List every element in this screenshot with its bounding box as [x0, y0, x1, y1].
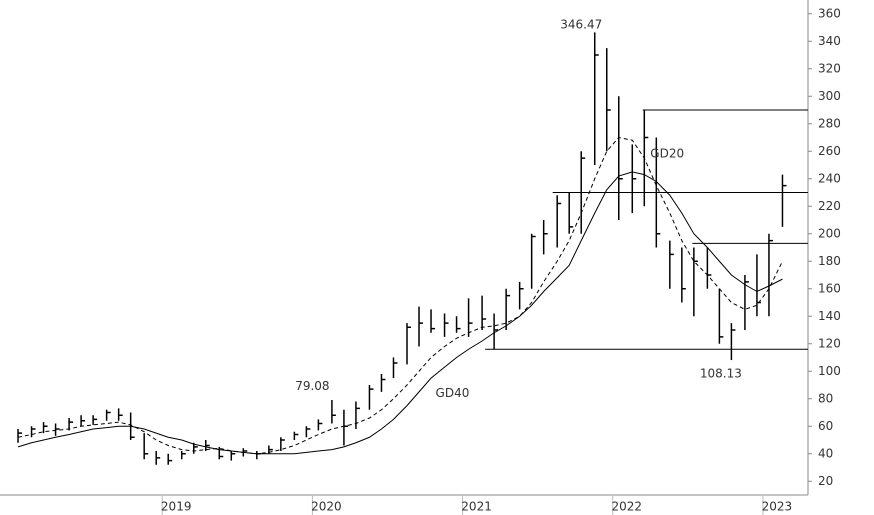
x-tick-label: 2023 — [762, 500, 793, 514]
y-tick-label: 40 — [818, 446, 833, 460]
y-tick-label: 80 — [818, 391, 833, 405]
moving-average — [17, 136, 783, 455]
x-tick-label: 2020 — [311, 500, 342, 514]
x-tick-label: 2021 — [461, 500, 492, 514]
y-tick-label: 320 — [818, 61, 841, 75]
y-tick-label: 360 — [818, 6, 841, 20]
y-tick-label: 140 — [818, 309, 841, 323]
line-label: GD20 — [650, 147, 684, 161]
y-tick-label: 200 — [818, 226, 841, 240]
y-tick-label: 260 — [818, 144, 841, 158]
y-tick-label: 240 — [818, 171, 841, 185]
y-tick-label: 160 — [818, 281, 841, 295]
y-tick-label: 20 — [818, 474, 833, 488]
y-tick-label: 340 — [818, 34, 841, 48]
y-tick-label: 100 — [818, 364, 841, 378]
x-tick-label: 2019 — [161, 500, 192, 514]
y-tick-label: 300 — [818, 89, 841, 103]
x-tick-label: 2022 — [611, 500, 642, 514]
annotation: 79.08 — [295, 379, 329, 393]
y-tick-label: 120 — [818, 336, 841, 350]
moving-average — [17, 171, 783, 455]
y-tick-label: 180 — [818, 254, 841, 268]
y-tick-label: 60 — [818, 419, 833, 433]
line-label: GD40 — [436, 386, 470, 400]
y-tick-label: 280 — [818, 116, 841, 130]
y-tick-label: 220 — [818, 199, 841, 213]
annotation: 346.47 — [560, 17, 602, 31]
annotation: 108.13 — [700, 367, 742, 381]
